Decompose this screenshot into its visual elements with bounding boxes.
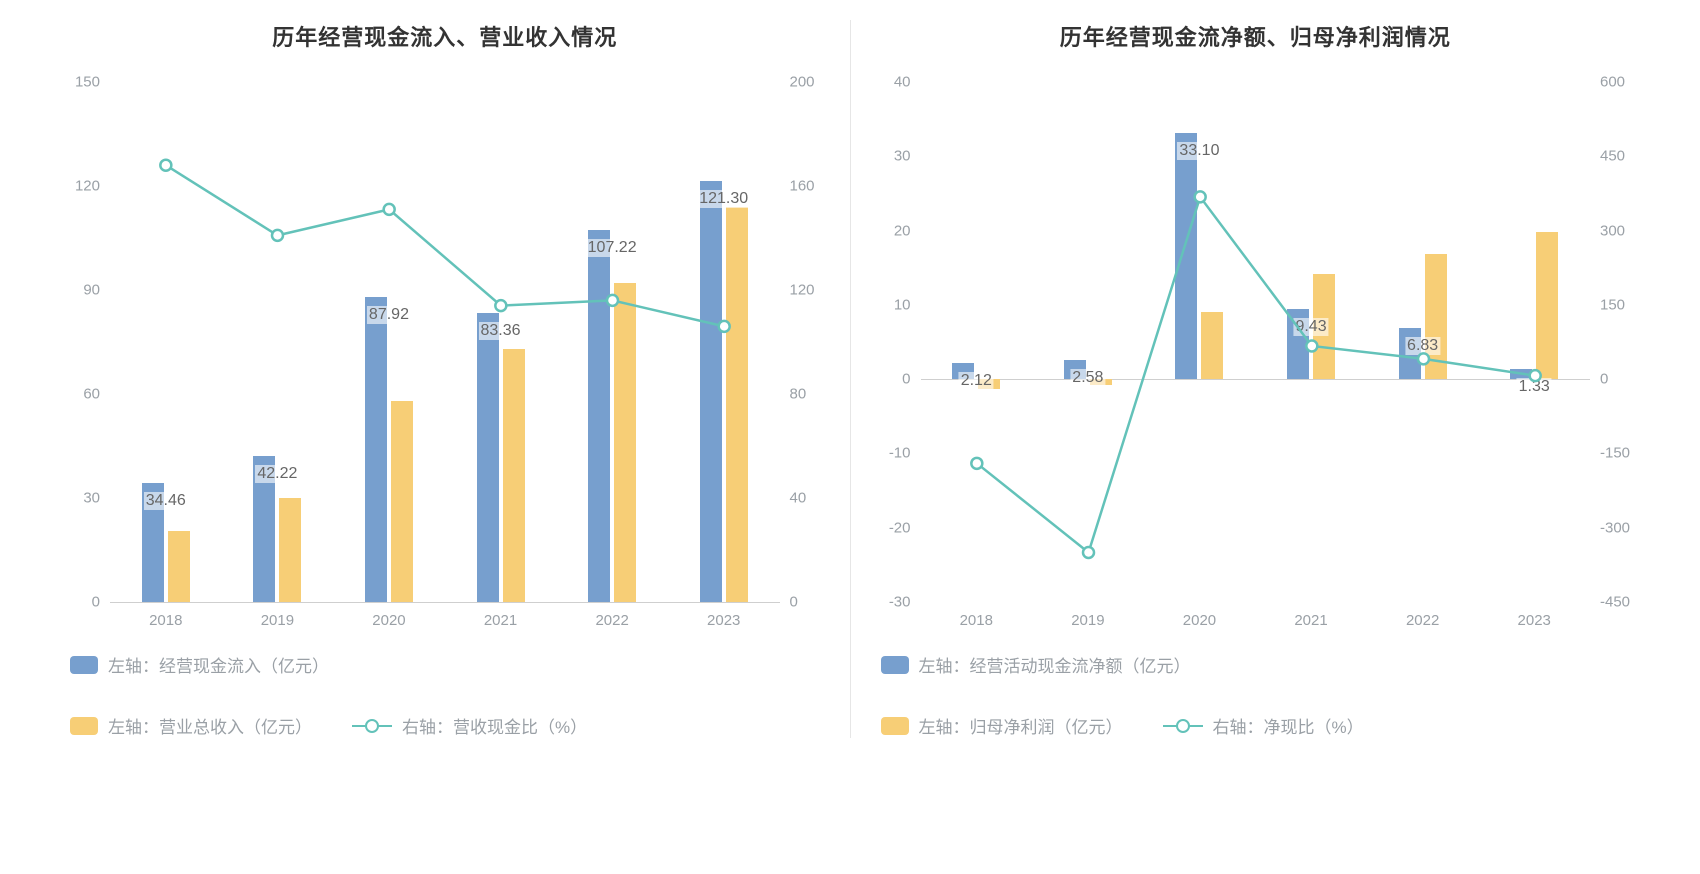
bar-value-label: 121.30 (697, 190, 750, 208)
bar-yellow (1536, 232, 1558, 379)
x-tick: 2022 (1406, 602, 1439, 629)
legend-swatch-yellow-icon (881, 717, 909, 735)
charts-row: 历年经营现金流入、营业收入情况 030609012015004080120160… (40, 20, 1660, 738)
x-tick: 2021 (1294, 602, 1327, 629)
legend-line-label: 右轴：营收现金比（%） (402, 713, 587, 738)
y-right-tick: 80 (780, 386, 807, 403)
y-left-tick: 60 (83, 386, 110, 403)
bar-yellow (168, 531, 190, 602)
y-left-tick: -30 (889, 594, 921, 611)
y-right-tick: 600 (1590, 74, 1625, 91)
x-axis-line (110, 602, 780, 603)
bar-yellow (1425, 254, 1447, 379)
legend-swatch-yellow-icon (70, 717, 98, 735)
y-right-tick: -300 (1590, 519, 1630, 536)
y-left-tick: -10 (889, 445, 921, 462)
bar-blue (588, 230, 610, 602)
x-tick: 2020 (1183, 602, 1216, 629)
bar-blue (477, 313, 499, 602)
chart-right: 历年经营现金流净额、归母净利润情况 -30-20-10010203040-450… (850, 20, 1661, 738)
bar-value-label: 1.33 (1517, 378, 1552, 396)
y-right-tick: 0 (1590, 371, 1608, 388)
bar-yellow (391, 401, 413, 602)
chart-left: 历年经营现金流入、营业收入情况 030609012015004080120160… (40, 20, 850, 738)
bar-value-label: 6.83 (1405, 337, 1440, 355)
x-tick: 2020 (372, 602, 405, 629)
y-left-tick: 30 (83, 490, 110, 507)
legend-line-icon (352, 717, 392, 735)
bar-yellow (279, 498, 301, 602)
legend-line-label: 右轴：净现比（%） (1213, 713, 1364, 738)
chart-right-legend: 左轴：经营活动现金流净额（亿元） 左轴：归母净利润（亿元） 右轴：净现比（%） (871, 652, 1641, 738)
x-tick: 2019 (261, 602, 294, 629)
legend-yellow: 左轴：归母净利润（亿元） (881, 713, 1123, 738)
legend-yellow: 左轴：营业总收入（亿元） (70, 713, 312, 738)
y-left-tick: 120 (75, 178, 110, 195)
y-right-tick: 200 (780, 74, 815, 91)
line-overlay (921, 82, 1591, 602)
chart-right-title: 历年经营现金流净额、归母净利润情况 (871, 20, 1641, 52)
y-left-tick: 40 (894, 74, 921, 91)
x-tick: 2023 (1518, 602, 1551, 629)
line-overlay (110, 82, 780, 602)
bar-yellow (614, 283, 636, 602)
x-tick: 2022 (595, 602, 628, 629)
y-left-tick: 0 (92, 594, 110, 611)
y-left-tick: 10 (894, 296, 921, 313)
chart-right-plot: -30-20-10010203040-450-300-1500150300450… (921, 82, 1591, 602)
legend-swatch-blue-icon (881, 656, 909, 674)
bar-blue (1175, 133, 1197, 379)
bar-yellow (1201, 312, 1223, 379)
x-tick: 2018 (149, 602, 182, 629)
bar-blue (365, 297, 387, 602)
y-left-tick: 90 (83, 282, 110, 299)
y-left-tick: 20 (894, 222, 921, 239)
bar-value-label: 33.10 (1177, 142, 1221, 160)
x-tick: 2023 (707, 602, 740, 629)
bar-value-label: 2.58 (1070, 369, 1105, 387)
x-tick: 2019 (1071, 602, 1104, 629)
x-axis-line (921, 379, 1591, 380)
y-right-tick: 150 (1590, 296, 1625, 313)
chart-left-title: 历年经营现金流入、营业收入情况 (60, 20, 830, 52)
y-left-tick: 0 (902, 371, 920, 388)
x-tick: 2018 (960, 602, 993, 629)
y-left-tick: -20 (889, 519, 921, 536)
y-right-tick: -150 (1590, 445, 1630, 462)
y-right-tick: 160 (780, 178, 815, 195)
legend-yellow-label: 左轴：营业总收入（亿元） (108, 713, 312, 738)
bar-value-label: 107.22 (586, 239, 639, 257)
legend-blue: 左轴：经营现金流入（亿元） (70, 652, 329, 677)
legend-line-icon (1163, 717, 1203, 735)
y-right-tick: 300 (1590, 222, 1625, 239)
y-right-tick: -450 (1590, 594, 1630, 611)
y-left-tick: 30 (894, 148, 921, 165)
legend-blue: 左轴：经营活动现金流净额（亿元） (881, 652, 1191, 677)
bar-blue (700, 181, 722, 602)
legend-blue-label: 左轴：经营活动现金流净额（亿元） (919, 652, 1191, 677)
bar-value-label: 83.36 (479, 322, 523, 340)
bar-value-label: 34.46 (144, 492, 188, 510)
y-right-tick: 0 (780, 594, 798, 611)
x-tick: 2021 (484, 602, 517, 629)
bar-value-label: 9.43 (1293, 318, 1328, 336)
bar-yellow (503, 349, 525, 602)
legend-blue-label: 左轴：经营现金流入（亿元） (108, 652, 329, 677)
bar-value-label: 42.22 (255, 465, 299, 483)
bar-value-label: 87.92 (367, 306, 411, 324)
y-right-tick: 120 (780, 282, 815, 299)
legend-line: 右轴：净现比（%） (1163, 713, 1364, 738)
chart-left-legend: 左轴：经营现金流入（亿元） 左轴：营业总收入（亿元） 右轴：营收现金比（%） (60, 652, 830, 738)
legend-yellow-label: 左轴：归母净利润（亿元） (919, 713, 1123, 738)
y-right-tick: 450 (1590, 148, 1625, 165)
legend-line: 右轴：营收现金比（%） (352, 713, 587, 738)
bar-value-label: 2.12 (959, 372, 994, 390)
legend-swatch-blue-icon (70, 656, 98, 674)
y-right-tick: 40 (780, 490, 807, 507)
chart-left-plot: 0306090120150040801201602002018201920202… (110, 82, 780, 602)
y-left-tick: 150 (75, 74, 110, 91)
bar-yellow (726, 207, 748, 602)
